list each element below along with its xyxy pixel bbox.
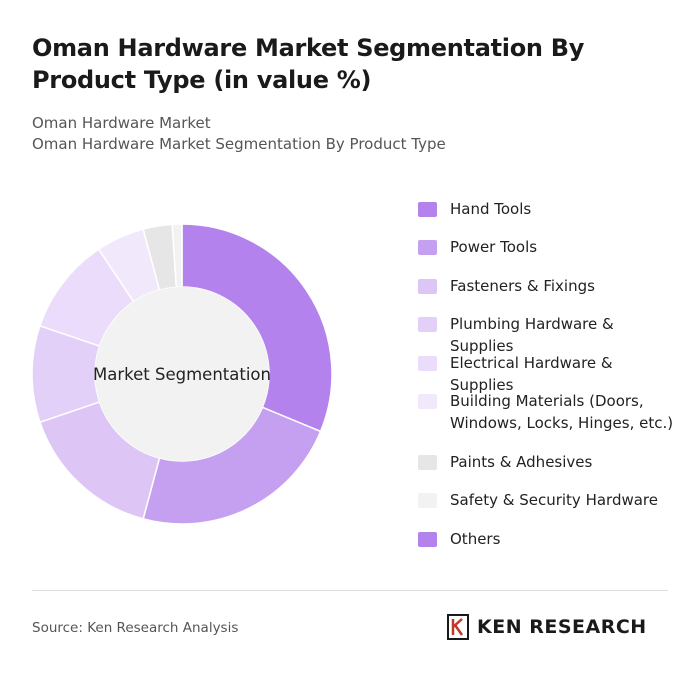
legend-item: Building Materials (Doors, Windows, Lock… bbox=[418, 390, 675, 434]
legend-swatch bbox=[418, 493, 437, 508]
brand-name: KEN RESEARCH bbox=[477, 616, 647, 638]
footer-divider bbox=[32, 590, 668, 591]
legend-label: Power Tools bbox=[450, 238, 538, 256]
legend-item: Fasteners & Fixings bbox=[418, 275, 675, 297]
legend-item: Paints & Adhesives bbox=[418, 451, 675, 473]
ken-research-logo-icon bbox=[447, 614, 469, 640]
legend-item: Others bbox=[418, 528, 675, 550]
legend-label: Fasteners & Fixings bbox=[450, 277, 595, 295]
legend-swatch bbox=[418, 240, 437, 255]
legend-label: Plumbing Hardware & Supplies bbox=[450, 315, 614, 355]
legend-label: Building Materials (Doors, Windows, Lock… bbox=[450, 392, 674, 432]
center-label: Market Segmentation bbox=[93, 365, 271, 384]
legend-swatch bbox=[418, 356, 437, 371]
legend-swatch bbox=[418, 532, 437, 547]
legend-label: Hand Tools bbox=[450, 200, 532, 218]
legend-label: Safety & Security Hardware bbox=[450, 491, 659, 509]
legend-swatch bbox=[418, 455, 437, 470]
chart-subtitle-2: Oman Hardware Market Segmentation By Pro… bbox=[32, 135, 446, 153]
chart-subtitle: Oman Hardware Market bbox=[32, 114, 211, 132]
legend-label: Paints & Adhesives bbox=[450, 453, 593, 471]
legend-swatch bbox=[418, 317, 437, 332]
legend-item: Power Tools bbox=[418, 236, 675, 258]
chart-title: Oman Hardware Market Segmentation By Pro… bbox=[32, 34, 585, 94]
donut-chart: Market Segmentation bbox=[31, 223, 333, 525]
legend-item: Plumbing Hardware & Supplies bbox=[418, 313, 675, 357]
legend-swatch bbox=[418, 279, 437, 294]
legend-item: Electrical Hardware & Supplies bbox=[418, 352, 675, 396]
legend-swatch bbox=[418, 394, 437, 409]
legend-item: Safety & Security Hardware bbox=[418, 489, 675, 511]
brand-logo: KEN RESEARCH bbox=[447, 614, 647, 640]
donut-hole bbox=[95, 287, 269, 461]
legend-swatch bbox=[418, 202, 437, 217]
legend-label: Others bbox=[450, 530, 501, 548]
legend-label: Electrical Hardware & Supplies bbox=[450, 354, 613, 394]
legend-item: Hand Tools bbox=[418, 198, 675, 220]
source-note: Source: Ken Research Analysis bbox=[32, 620, 239, 636]
